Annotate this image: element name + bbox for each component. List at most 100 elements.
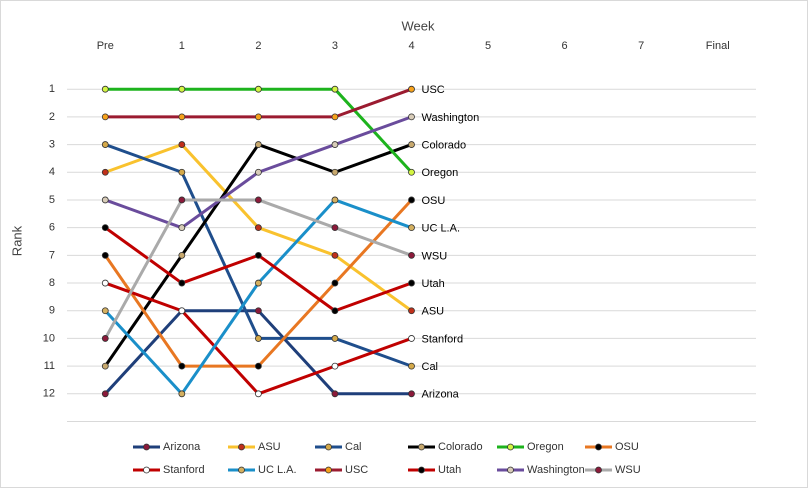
end-label: Arizona — [422, 389, 460, 401]
legend-label: ASU — [258, 441, 281, 453]
x-tick-label: 4 — [408, 40, 414, 52]
legend-marker — [143, 466, 150, 474]
end-label: Stanford — [422, 333, 464, 345]
legend-marker — [418, 466, 425, 474]
x-tick-label: Pre — [97, 40, 114, 52]
x-tick-label: 3 — [332, 40, 338, 52]
point-marker — [101, 335, 109, 342]
point-marker — [254, 224, 262, 232]
end-label: Colorado — [422, 139, 467, 151]
legend-label: Oregon — [527, 441, 564, 453]
x-axis-title: Week — [402, 18, 435, 33]
y-tick-label: 2 — [49, 111, 55, 123]
legend-marker — [595, 443, 602, 451]
point-marker — [178, 168, 186, 176]
point-marker — [178, 141, 186, 148]
point-marker — [254, 168, 262, 176]
point-marker — [254, 307, 262, 315]
point-marker — [331, 390, 339, 398]
legend-marker — [238, 443, 245, 451]
point-marker — [408, 279, 415, 287]
point-marker — [178, 251, 186, 259]
end-label: UC L.A. — [422, 223, 461, 235]
point-marker — [331, 141, 339, 148]
legend-label: Arizona — [163, 441, 201, 453]
point-marker — [178, 307, 186, 315]
end-label: ASU — [422, 306, 445, 318]
point-marker — [408, 196, 415, 204]
point-marker — [331, 362, 339, 370]
point-marker — [408, 224, 415, 232]
point-marker — [178, 85, 186, 93]
legend-label: WSU — [615, 464, 641, 476]
point-marker — [408, 85, 415, 93]
point-marker — [254, 196, 262, 204]
end-label: Oregon — [422, 167, 459, 179]
point-marker — [101, 224, 109, 232]
point-marker — [101, 196, 109, 204]
x-tick-label: 6 — [562, 40, 568, 52]
legend-label: UC L.A. — [258, 464, 297, 476]
point-marker — [101, 362, 109, 370]
point-marker — [408, 141, 415, 148]
legend-label: Cal — [345, 441, 362, 453]
point-marker — [331, 251, 339, 259]
point-marker — [254, 113, 262, 121]
point-marker — [254, 279, 262, 287]
point-marker — [331, 196, 339, 204]
y-tick-label: 6 — [49, 222, 55, 234]
end-label: Washington — [422, 112, 480, 124]
legend-marker — [238, 466, 245, 474]
point-marker — [408, 390, 415, 398]
legend-label: Washington — [527, 464, 585, 476]
point-marker — [101, 251, 109, 259]
point-marker — [101, 85, 109, 93]
y-tick-label: 5 — [49, 194, 55, 206]
point-marker — [331, 85, 339, 93]
point-marker — [101, 307, 109, 315]
y-tick-label: 1 — [49, 83, 55, 95]
legend-label: OSU — [615, 441, 639, 453]
point-marker — [101, 141, 109, 148]
point-marker — [331, 307, 339, 315]
end-label: WSU — [422, 250, 448, 262]
point-marker — [408, 335, 415, 342]
legend-marker — [507, 443, 514, 451]
legend-label: USC — [345, 464, 368, 476]
point-marker — [254, 251, 262, 259]
point-marker — [101, 390, 109, 398]
point-marker — [331, 113, 339, 121]
x-tick-label: 1 — [179, 40, 185, 52]
point-marker — [254, 141, 262, 148]
point-marker — [254, 335, 262, 342]
point-marker — [178, 224, 186, 232]
legend-marker — [507, 466, 514, 474]
x-tick-label: 2 — [255, 40, 261, 52]
legend-marker — [595, 466, 602, 474]
point-marker — [101, 168, 109, 176]
x-tick-label: 5 — [485, 40, 491, 52]
y-tick-label: 4 — [49, 166, 55, 178]
point-marker — [408, 307, 415, 315]
legend-marker — [325, 443, 332, 451]
y-tick-label: 12 — [43, 388, 55, 400]
y-tick-label: 10 — [43, 332, 55, 344]
point-marker — [408, 168, 415, 176]
legend-marker — [143, 443, 150, 451]
point-marker — [408, 362, 415, 370]
legend-marker — [325, 466, 332, 474]
point-marker — [331, 335, 339, 342]
point-marker — [254, 362, 262, 370]
y-tick-label: 11 — [44, 360, 55, 372]
end-label: USC — [422, 84, 445, 96]
point-marker — [178, 113, 186, 121]
point-marker — [178, 279, 186, 287]
point-marker — [408, 113, 415, 121]
y-tick-label: 9 — [49, 305, 55, 317]
point-marker — [178, 362, 186, 370]
end-label: OSU — [422, 195, 446, 207]
point-marker — [408, 251, 415, 259]
x-tick-label: 7 — [638, 40, 644, 52]
